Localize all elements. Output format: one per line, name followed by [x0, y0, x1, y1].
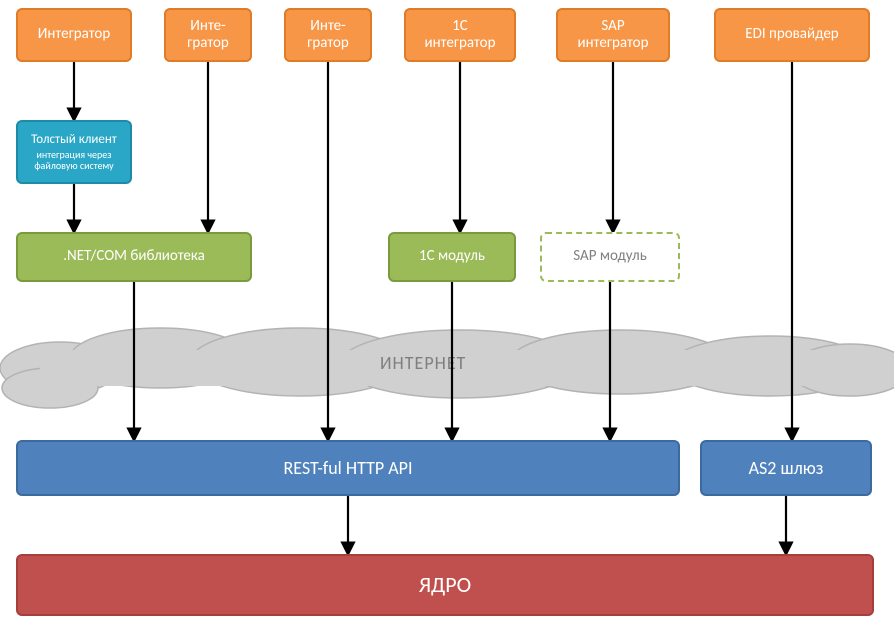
label: EDI провайдер	[745, 26, 838, 43]
node-integrator3: Инте-гратор	[284, 8, 372, 62]
node-sap-integrator: SAPинтегратор	[556, 8, 670, 62]
label: SAPинтегратор	[578, 18, 649, 53]
label: AS2 шлюз	[749, 458, 824, 479]
node-as2-gw: AS2 шлюз	[700, 440, 872, 496]
node-rest-api: REST-ful HTTP API	[16, 440, 680, 496]
node-core: ЯДРО	[16, 554, 874, 616]
label: Интегратор	[38, 26, 110, 43]
node-thick-client: Толстый клиент интеграция через файловую…	[16, 120, 132, 184]
label: SAP модуль	[573, 248, 647, 265]
node-1c-integrator: 1Синтегратор	[404, 8, 516, 62]
node-netcom-lib: .NET/COM библиотека	[16, 232, 252, 282]
label: 1С модуль	[419, 248, 485, 265]
label: REST-ful HTTP API	[283, 458, 412, 479]
node-integrator2: Инте-гратор	[164, 8, 252, 62]
node-sap-module: SAP модуль	[540, 232, 680, 282]
label: Инте-гратор	[187, 18, 229, 53]
label: 1Синтегратор	[425, 18, 496, 53]
node-integrator: Интегратор	[16, 8, 132, 62]
node-1c-module: 1С модуль	[388, 232, 516, 282]
node-edi-provider: EDI провайдер	[714, 8, 870, 62]
thick-client-subtitle: интеграция через файловую систему	[22, 149, 126, 171]
internet-label: ИНТЕРНЕТ	[380, 352, 466, 374]
thick-client-title: Толстый клиент	[31, 133, 117, 148]
label: .NET/COM библиотека	[63, 248, 205, 265]
label: ЯДРО	[419, 572, 471, 597]
label: Инте-гратор	[307, 18, 349, 53]
arrows-layer	[0, 0, 894, 637]
